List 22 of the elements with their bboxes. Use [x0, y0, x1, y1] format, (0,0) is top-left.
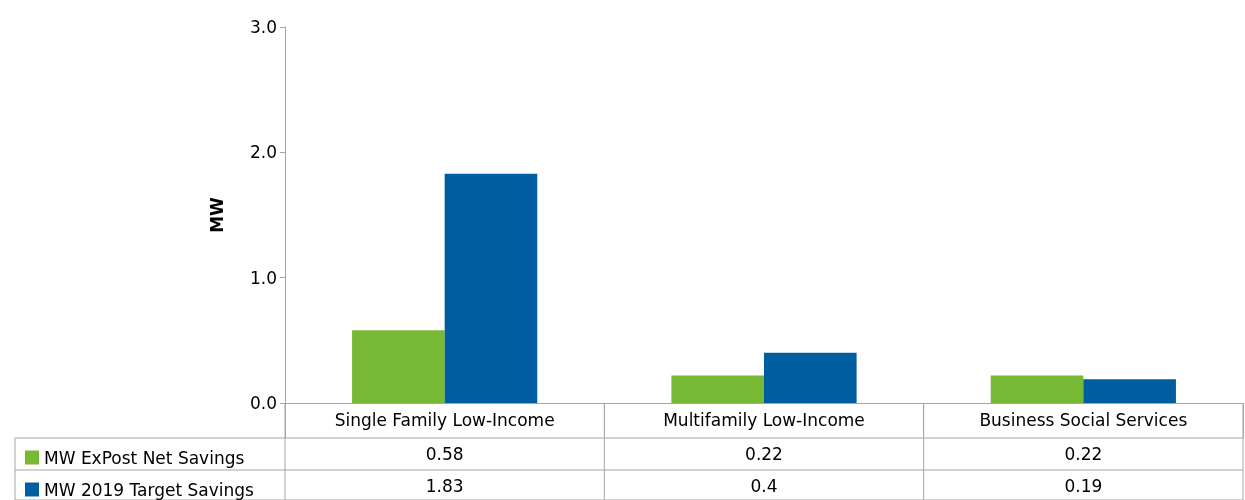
y-tick-label: 1.0	[249, 267, 277, 288]
bar	[1083, 379, 1176, 403]
data-label: 0.19	[1064, 476, 1103, 496]
legend-label: MW ExPost Net Savings	[44, 447, 245, 468]
x-tick-label: Single Family Low-Income	[334, 409, 555, 430]
data-label: 0.4	[750, 476, 778, 496]
x-tick-label: Multifamily Low-Income	[663, 409, 865, 430]
y-tick-label: 0.0	[249, 393, 277, 413]
legend-label: MW 2019 Target Savings	[44, 479, 255, 500]
data-label: 0.58	[425, 444, 464, 464]
bar	[352, 330, 445, 403]
bar	[444, 173, 538, 403]
y-axis-title: MW	[206, 196, 227, 233]
y-tick-label: 3.0	[249, 17, 277, 37]
bar	[671, 375, 764, 403]
bar	[764, 352, 857, 403]
x-tick-label: Business Social Services	[979, 409, 1188, 430]
data-label: 0.22	[745, 444, 783, 464]
data-label: 0.22	[1064, 444, 1103, 464]
data-label: 1.83	[425, 476, 464, 496]
y-tick-label: 2.0	[249, 142, 277, 163]
bar	[990, 375, 1084, 403]
